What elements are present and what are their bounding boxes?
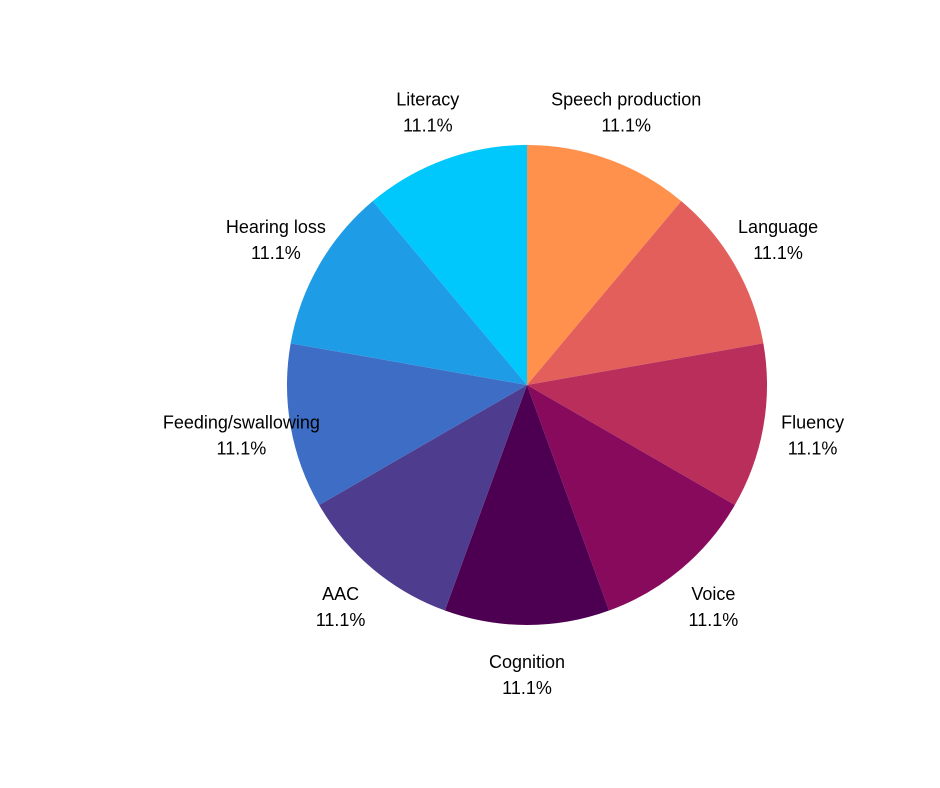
slice-percent-aac: 11.1% xyxy=(316,610,366,630)
pie-slice-aac xyxy=(319,385,527,611)
pie-slice-speech-production xyxy=(527,145,682,385)
slice-percent-language: 11.1% xyxy=(753,243,803,263)
pie-slice-voice xyxy=(527,385,735,611)
pie-labels: Speech production 11.1% Language 11.1% Fluen… xyxy=(163,90,844,699)
pie-slice-language xyxy=(527,201,764,385)
slice-label-speech-production: Speech production xyxy=(551,90,701,110)
pie-slice-literacy xyxy=(372,145,527,385)
pie-slice-fluency xyxy=(527,343,767,505)
slice-percent-speech-production: 11.1% xyxy=(601,116,651,136)
pie-slice-feeding-swallowing xyxy=(287,343,527,505)
slice-percent-voice: 11.1% xyxy=(689,610,739,630)
slice-percent-cognition: 11.1% xyxy=(502,678,552,698)
slice-label-feeding-swallowing: Feeding/swallowing xyxy=(163,412,320,432)
pie-slice-cognition xyxy=(444,385,610,626)
slice-label-language: Language xyxy=(738,217,818,237)
pie-slice-hearing-loss xyxy=(290,201,527,385)
slice-label-fluency: Fluency xyxy=(781,412,844,432)
slice-label-literacy: Literacy xyxy=(396,90,459,110)
slice-percent-hearing-loss: 11.1% xyxy=(251,243,301,263)
slice-label-hearing-loss: Hearing loss xyxy=(226,217,326,237)
slice-label-aac: AAC xyxy=(322,584,359,604)
slice-label-voice: Voice xyxy=(691,584,735,604)
slice-label-cognition: Cognition xyxy=(489,652,565,672)
pie-slices xyxy=(287,145,767,626)
slice-percent-feeding-swallowing: 11.1% xyxy=(217,438,267,458)
slice-percent-literacy: 11.1% xyxy=(403,116,453,136)
slice-percent-fluency: 11.1% xyxy=(788,438,838,458)
